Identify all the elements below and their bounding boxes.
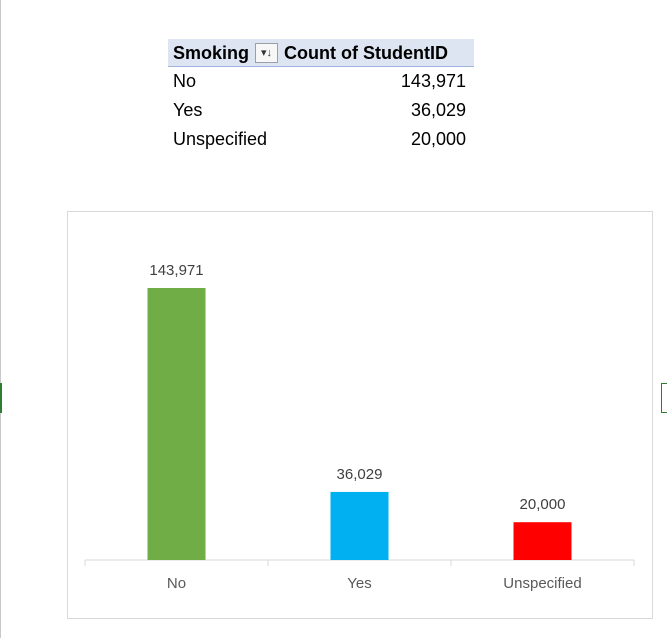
pivot-header-smoking[interactable]: Smoking: [173, 43, 250, 63]
pivot-row-label[interactable]: Unspecified: [173, 129, 268, 149]
bar-data-label: 143,971: [149, 262, 203, 279]
pivot-row-label[interactable]: No: [173, 71, 197, 91]
chart-resize-handle-right[interactable]: [661, 383, 667, 413]
pivot-header-row: Smoking ▾↓ Count of StudentID: [168, 39, 474, 67]
pivot-row-label[interactable]: Yes: [173, 100, 203, 120]
bar-data-label: 20,000: [520, 496, 566, 513]
chart-bar[interactable]: [513, 522, 572, 560]
chart-bar[interactable]: [147, 288, 206, 560]
category-label: Yes: [347, 575, 371, 592]
pivot-table: Smoking ▾↓ Count of StudentID No 143,971…: [168, 39, 474, 154]
sheet-left-border: [0, 0, 1, 638]
sort-descending-icon: ▾↓: [260, 47, 273, 59]
pivot-row-value[interactable]: 36,029: [410, 100, 466, 120]
pivot-row-value[interactable]: 143,971: [400, 71, 466, 91]
chart-svg: 143,971 No 36,029 Yes 20,000 Unspecified: [84, 262, 635, 592]
sort-filter-button[interactable]: ▾↓: [255, 43, 278, 63]
category-label: No: [167, 575, 186, 592]
pivot-row[interactable]: Unspecified 20,000: [168, 125, 474, 154]
pivot-row-value[interactable]: 20,000: [410, 129, 466, 149]
bar-data-label: 36,029: [337, 466, 383, 483]
bar-chart[interactable]: 143,971 No 36,029 Yes 20,000 Unspecified: [67, 211, 653, 619]
category-label: Unspecified: [503, 575, 581, 592]
chart-bar[interactable]: [330, 491, 389, 560]
chart-resize-handle-left[interactable]: [0, 383, 2, 413]
pivot-row[interactable]: No 143,971: [168, 67, 474, 96]
pivot-header-count[interactable]: Count of StudentID: [284, 43, 448, 63]
pivot-row[interactable]: Yes 36,029: [168, 96, 474, 125]
